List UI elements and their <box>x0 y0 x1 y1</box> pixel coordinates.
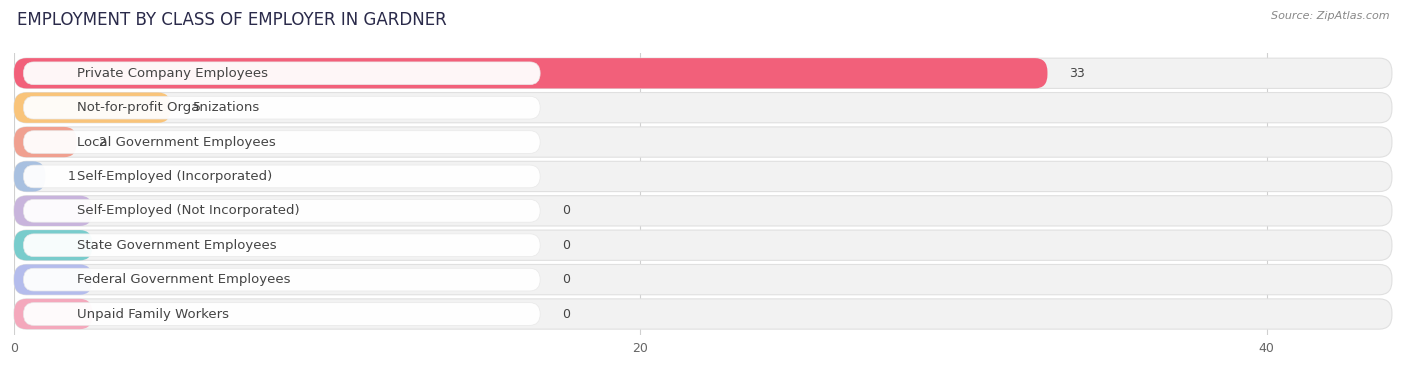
Text: EMPLOYMENT BY CLASS OF EMPLOYER IN GARDNER: EMPLOYMENT BY CLASS OF EMPLOYER IN GARDN… <box>17 11 447 29</box>
FancyBboxPatch shape <box>14 264 1392 295</box>
FancyBboxPatch shape <box>14 58 1047 88</box>
Text: State Government Employees: State Government Employees <box>77 239 277 252</box>
FancyBboxPatch shape <box>14 92 1392 123</box>
Text: 5: 5 <box>193 101 201 114</box>
Text: Unpaid Family Workers: Unpaid Family Workers <box>77 308 229 320</box>
Text: Federal Government Employees: Federal Government Employees <box>77 273 290 286</box>
Text: Self-Employed (Not Incorporated): Self-Employed (Not Incorporated) <box>77 204 299 217</box>
Text: 0: 0 <box>562 308 569 320</box>
Text: 1: 1 <box>67 170 75 183</box>
Text: 0: 0 <box>562 239 569 252</box>
FancyBboxPatch shape <box>24 234 540 256</box>
FancyBboxPatch shape <box>14 230 1392 260</box>
FancyBboxPatch shape <box>24 165 540 188</box>
Text: Private Company Employees: Private Company Employees <box>77 67 267 80</box>
FancyBboxPatch shape <box>14 299 1392 329</box>
FancyBboxPatch shape <box>24 96 540 119</box>
FancyBboxPatch shape <box>14 264 93 295</box>
FancyBboxPatch shape <box>14 58 1392 88</box>
FancyBboxPatch shape <box>14 230 93 260</box>
FancyBboxPatch shape <box>14 127 1392 157</box>
FancyBboxPatch shape <box>14 196 1392 226</box>
Text: Source: ZipAtlas.com: Source: ZipAtlas.com <box>1271 11 1389 21</box>
Text: 2: 2 <box>98 136 107 149</box>
FancyBboxPatch shape <box>14 127 77 157</box>
FancyBboxPatch shape <box>24 62 540 85</box>
Text: Not-for-profit Organizations: Not-for-profit Organizations <box>77 101 259 114</box>
FancyBboxPatch shape <box>14 299 93 329</box>
Text: Local Government Employees: Local Government Employees <box>77 136 276 149</box>
FancyBboxPatch shape <box>14 92 170 123</box>
Text: Self-Employed (Incorporated): Self-Employed (Incorporated) <box>77 170 271 183</box>
Text: 0: 0 <box>562 204 569 217</box>
FancyBboxPatch shape <box>14 161 45 192</box>
FancyBboxPatch shape <box>14 161 1392 192</box>
FancyBboxPatch shape <box>24 303 540 325</box>
Text: 0: 0 <box>562 273 569 286</box>
FancyBboxPatch shape <box>24 200 540 222</box>
Text: 33: 33 <box>1070 67 1085 80</box>
FancyBboxPatch shape <box>24 268 540 291</box>
FancyBboxPatch shape <box>24 131 540 153</box>
FancyBboxPatch shape <box>14 196 93 226</box>
